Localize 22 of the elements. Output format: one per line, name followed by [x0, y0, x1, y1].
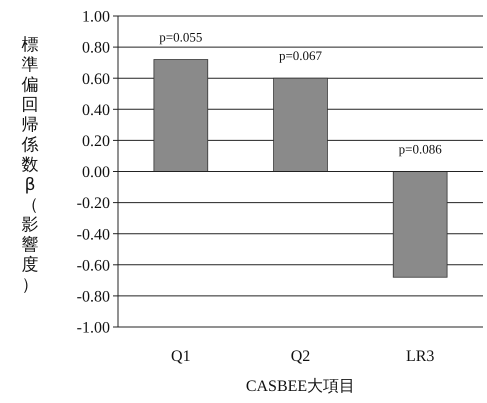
y-tick-label: -0.60 — [76, 257, 110, 274]
annotation: p=0.086 — [398, 142, 442, 156]
y-tick-label: -0.40 — [76, 226, 110, 244]
y-tick-label: 0.40 — [82, 102, 110, 119]
bar — [273, 78, 328, 172]
x-tick-label: Q1 — [171, 348, 191, 365]
y-tick-label: 1.00 — [82, 8, 110, 26]
y-tick-label: 0.80 — [82, 40, 110, 57]
y-tick-label: 0.20 — [82, 133, 110, 150]
x-tick-label: LR3 — [406, 348, 434, 365]
bar — [154, 59, 208, 172]
y-tick-label: -0.80 — [76, 288, 110, 306]
text: 標準偏回帰係数β（影響度） — [22, 35, 38, 295]
bar — [392, 171, 448, 278]
y-tick-label: 0.00 — [82, 164, 110, 182]
y-tick-label: 0.60 — [82, 70, 110, 88]
y-tick-label: -0.20 — [76, 195, 110, 212]
y-tick-label: -1.00 — [76, 320, 110, 337]
annotation: p=0.055 — [159, 30, 202, 45]
annotation: p=0.067 — [278, 48, 323, 64]
x-tick-label: Q2 — [290, 348, 310, 365]
x-axis-title: CASBEE大項目 — [246, 377, 356, 395]
